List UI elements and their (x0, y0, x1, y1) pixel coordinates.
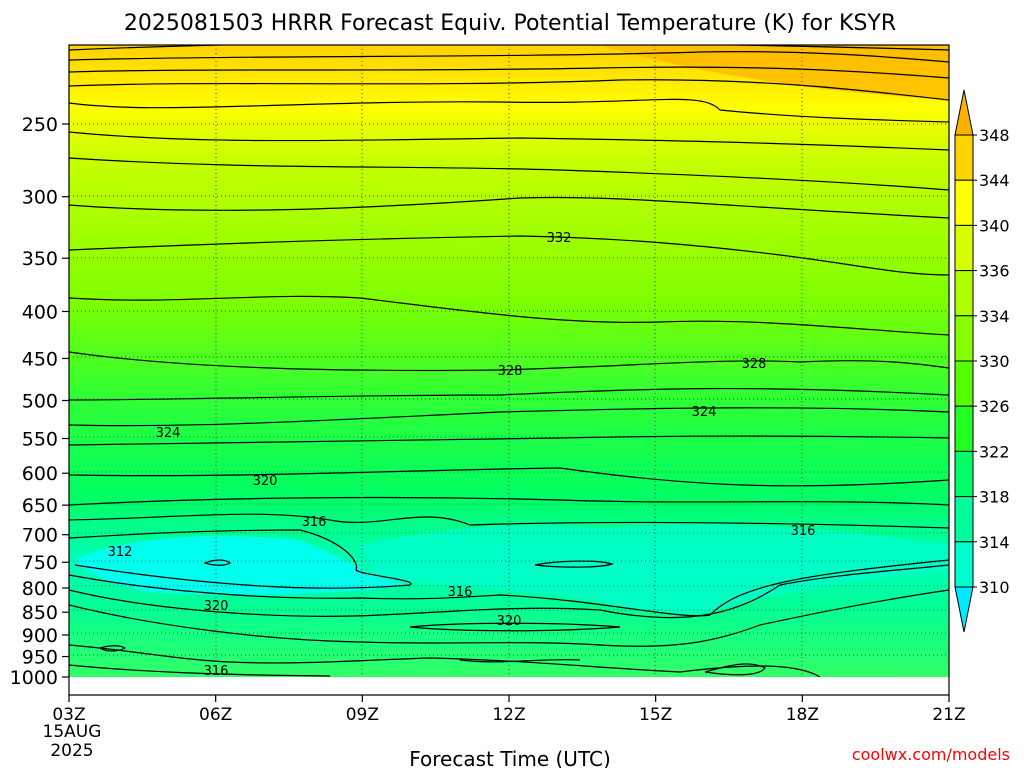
colorbar-label: 322 (979, 442, 1010, 461)
y-tick-label: 800 (22, 578, 58, 600)
y-tick-label: 450 (22, 348, 58, 370)
x-start-year: 2025 (50, 741, 93, 761)
plot-area (69, 45, 949, 695)
contour-label: 324 (692, 405, 717, 420)
colorbar-box (954, 179, 974, 226)
colorbar-top-arrow (954, 89, 974, 136)
contour-label: 328 (498, 364, 523, 379)
credit-text: coolwx.com/models (852, 745, 1010, 764)
contour-label: 328 (742, 357, 767, 372)
contour-label: 320 (253, 474, 278, 489)
colorbar-label: 348 (979, 126, 1010, 145)
x-axis: 03Z 06Z 09Z 12Z 15Z 18Z 21Z (52, 695, 966, 725)
colorbar-label: 340 (979, 216, 1010, 235)
y-tick-label: 400 (22, 301, 58, 323)
x-tick-label: 21Z (932, 705, 965, 725)
y-tick-label: 350 (22, 248, 58, 270)
x-tick-label: 15Z (639, 705, 672, 725)
x-axis-label: Forecast Time (UTC) (409, 747, 611, 768)
colorbar-label: 318 (979, 488, 1010, 507)
x-tick-label: 18Z (786, 705, 819, 725)
y-tick-label: 1000 (10, 667, 58, 689)
contour-label: 320 (497, 614, 522, 629)
y-tick-label: 250 (22, 114, 58, 136)
cold-core (75, 536, 410, 596)
colorbar-label: 344 (979, 171, 1010, 190)
x-start-day: 15AUG (43, 722, 102, 742)
colorbar-box (954, 541, 974, 588)
grid (69, 45, 949, 677)
x-tick-label: 06Z (199, 705, 232, 725)
colorbar-label: 334 (979, 307, 1010, 326)
colorbar-box (954, 496, 974, 543)
contour-label: 316 (302, 515, 327, 530)
colorbar-box (954, 134, 974, 181)
warm-cap (600, 45, 949, 100)
y-tick-label: 750 (22, 552, 58, 574)
colorbar-box (954, 450, 974, 498)
y-tick-label: 850 (22, 602, 58, 624)
colorbar-box (954, 315, 974, 362)
colorbar-box (954, 360, 974, 407)
chart-title: 2025081503 HRRR Forecast Equiv. Potentia… (124, 11, 896, 36)
colorbar-label: 330 (979, 352, 1010, 371)
colorbar-label: 314 (979, 533, 1010, 552)
y-tick-label: 900 (22, 625, 58, 647)
colorbar-box (954, 224, 974, 272)
colorbar-label: 326 (979, 397, 1010, 416)
x-tick-label: 12Z (492, 705, 525, 725)
y-axis: 2503003504004505005506006507007508008509… (10, 114, 69, 689)
y-tick-label: 600 (22, 463, 58, 485)
x-tick-label: 03Z (52, 705, 85, 725)
contour-labels: 332 328 328 324 324 320 316 316 312 316 320 320 316 (108, 231, 816, 679)
y-tick-label: 500 (22, 391, 58, 413)
y-tick-label: 300 (22, 187, 58, 209)
x-tick-label: 09Z (346, 705, 379, 725)
colorbar: 348 344 340 336 334 330 326 322 318 314 310 (954, 89, 1010, 633)
y-tick-label: 700 (22, 525, 58, 547)
y-tick-label: 550 (22, 429, 58, 451)
contour-label: 324 (156, 426, 181, 441)
y-tick-label: 950 (22, 647, 58, 669)
ground-strip (69, 677, 949, 695)
y-tick-label: 650 (22, 495, 58, 517)
colorbar-box (954, 270, 974, 317)
contour-label: 316 (204, 664, 229, 679)
colorbar-label: 310 (979, 578, 1010, 597)
colorbar-bottom-arrow (954, 586, 974, 633)
contour-label: 312 (108, 545, 133, 560)
colorbar-box (954, 405, 974, 452)
contour-label: 320 (204, 599, 229, 614)
contour-label: 332 (547, 231, 572, 246)
contour-label: 316 (448, 585, 473, 600)
colorbar-label: 336 (979, 262, 1010, 281)
contour-label: 316 (791, 524, 816, 539)
